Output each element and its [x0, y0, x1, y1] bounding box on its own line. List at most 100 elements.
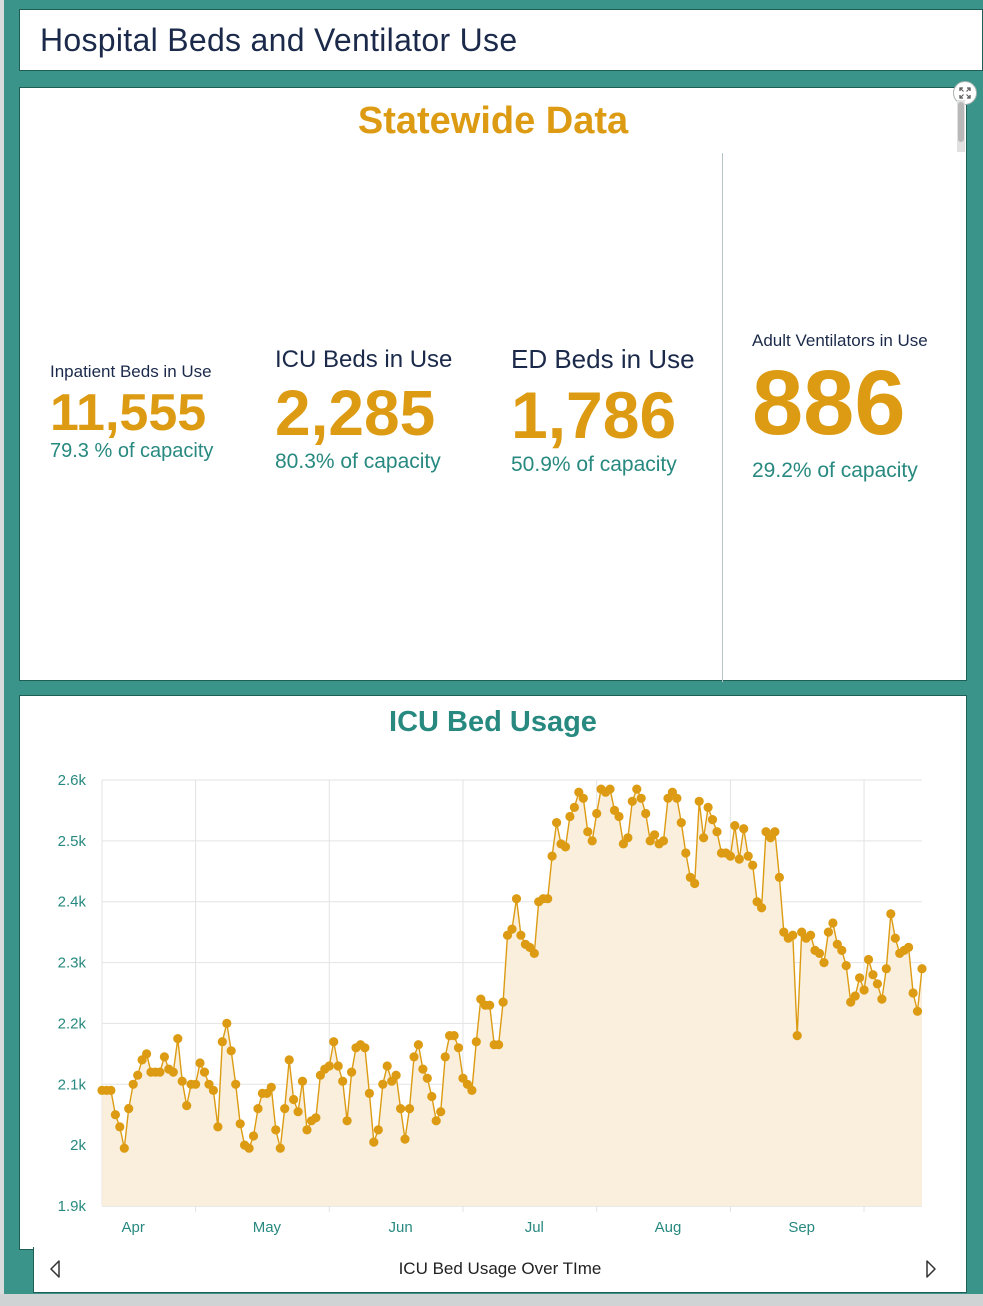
next-chart-button[interactable]	[918, 1257, 942, 1281]
data-point	[369, 1137, 379, 1147]
data-point	[672, 793, 682, 803]
data-point	[485, 1000, 495, 1010]
x-tick-label: May	[253, 1219, 282, 1236]
stat-ed-beds: ED Beds in Use 1,786 50.9% of capacity	[511, 344, 701, 477]
data-point	[872, 979, 883, 989]
y-tick-label: 2.4k	[58, 894, 87, 911]
data-point	[275, 1143, 285, 1153]
stats-scrollbar[interactable]	[957, 100, 965, 152]
data-point	[467, 1085, 477, 1095]
data-point	[788, 930, 798, 940]
data-point	[641, 808, 651, 819]
previous-chart-button[interactable]	[44, 1257, 68, 1281]
data-point	[382, 1061, 392, 1071]
data-point	[886, 909, 896, 919]
data-point	[890, 933, 900, 943]
data-point	[690, 878, 700, 889]
data-point	[471, 1037, 481, 1047]
data-point	[324, 1061, 334, 1071]
data-point	[569, 802, 580, 812]
data-point	[182, 1101, 192, 1111]
data-point	[658, 836, 669, 846]
stat-capacity: 80.3% of capacity	[275, 450, 441, 473]
stat-adult-ventilators: Adult Ventilators in Use 886 29.2% of ca…	[752, 331, 957, 483]
y-tick-label: 2.3k	[58, 955, 87, 972]
data-point	[173, 1034, 183, 1044]
data-point	[271, 1125, 281, 1135]
data-point	[904, 942, 914, 952]
data-point	[427, 1091, 437, 1102]
data-point	[119, 1143, 129, 1153]
data-point	[195, 1058, 205, 1068]
data-point	[511, 894, 522, 904]
chart-navigation-bar: ICU Bed Usage Over TIme	[33, 1247, 967, 1293]
chart-caption: ICU Bed Usage Over TIme	[398, 1259, 602, 1278]
data-point	[507, 924, 517, 934]
data-point	[712, 827, 722, 837]
data-point	[418, 1064, 428, 1074]
data-point	[681, 848, 691, 858]
data-point	[213, 1122, 223, 1132]
data-point	[302, 1125, 312, 1135]
data-point	[587, 836, 597, 846]
data-point	[208, 1085, 218, 1095]
data-point	[757, 903, 767, 913]
data-point	[373, 1125, 383, 1135]
data-point	[404, 1104, 415, 1114]
data-point	[592, 808, 602, 819]
data-point	[191, 1079, 201, 1089]
statewide-title: Statewide Data	[357, 100, 629, 142]
data-point	[498, 997, 508, 1007]
data-point	[115, 1122, 125, 1132]
data-point	[828, 918, 838, 928]
data-point	[333, 1061, 343, 1071]
data-point	[578, 793, 588, 803]
data-point	[222, 1018, 232, 1028]
stat-value: 1,786	[511, 378, 677, 452]
data-point	[449, 1031, 459, 1041]
data-point	[583, 827, 593, 837]
data-point	[841, 961, 851, 971]
data-point	[529, 948, 539, 958]
data-point	[543, 894, 553, 904]
data-point	[280, 1104, 290, 1114]
data-point	[155, 1067, 165, 1077]
data-point	[516, 930, 526, 940]
stat-value: 2,285	[275, 377, 436, 449]
data-point	[199, 1067, 210, 1077]
y-tick-label: 1.9k	[58, 1198, 87, 1215]
data-point	[547, 851, 557, 861]
statewide-panel: Statewide Data Inpatient Beds in Use 11,…	[19, 87, 967, 682]
data-point	[311, 1113, 321, 1123]
stat-capacity: 79.3 % of capacity	[50, 440, 214, 462]
data-point	[859, 985, 869, 995]
data-point	[627, 796, 637, 806]
data-point	[881, 964, 891, 974]
data-point	[494, 1040, 504, 1050]
x-tick-label: Sep	[788, 1219, 815, 1236]
expand-icon	[959, 87, 971, 99]
data-point	[342, 1116, 352, 1126]
data-point	[440, 1052, 450, 1062]
scrollbar-thumb[interactable]	[958, 102, 964, 142]
data-point	[284, 1055, 294, 1065]
stat-value: 11,555	[50, 384, 207, 442]
data-point	[364, 1088, 374, 1098]
data-point	[636, 793, 646, 803]
x-tick-label: Aug	[655, 1219, 682, 1236]
data-point	[605, 784, 615, 794]
data-point	[422, 1073, 432, 1083]
data-point	[436, 1107, 446, 1117]
data-point	[244, 1143, 254, 1153]
data-point	[293, 1107, 303, 1117]
data-point	[552, 818, 562, 828]
header-bar: Hospital Beds and Ventilator Use	[19, 9, 983, 71]
chevron-right-icon	[926, 1260, 936, 1278]
stat-label: Inpatient Beds in Use	[50, 362, 212, 381]
data-point	[806, 930, 816, 940]
data-point	[177, 1076, 187, 1086]
data-point	[703, 802, 713, 812]
data-point	[124, 1104, 134, 1114]
panel-divider	[722, 153, 723, 682]
data-point	[396, 1104, 406, 1114]
